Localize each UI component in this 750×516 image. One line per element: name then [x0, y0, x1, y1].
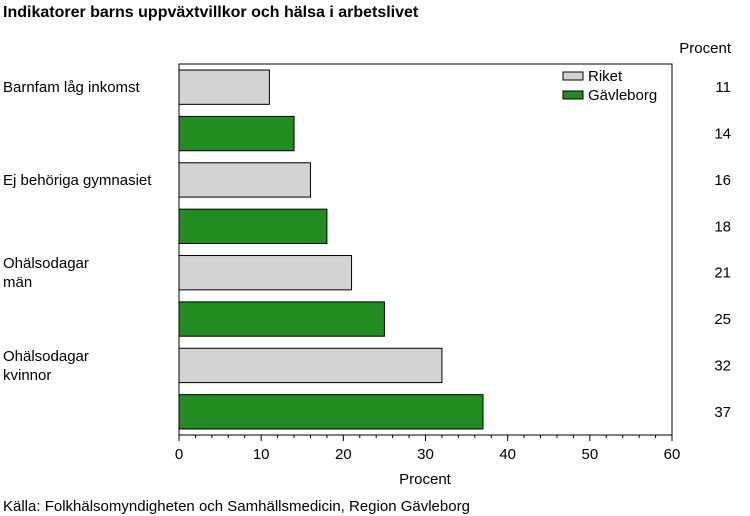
legend-swatch-gävleborg: [562, 90, 584, 100]
bars: [178, 69, 484, 430]
x-tick-label: 60: [664, 446, 681, 463]
source-note: Källa: Folkhälsomyndigheten och Samhälls…: [3, 498, 470, 515]
x-tick-label: 20: [335, 446, 352, 463]
value-label: 21: [714, 265, 731, 282]
value-label: 32: [714, 357, 731, 374]
value-label: 16: [714, 172, 731, 189]
x-tick-label: 30: [417, 446, 434, 463]
bar-riket-4: [178, 347, 443, 384]
legend: Riket Gävleborg: [562, 68, 657, 104]
value-label: 37: [714, 404, 731, 421]
value-label: 18: [714, 218, 731, 235]
x-tick-label: 50: [581, 446, 598, 463]
bar-riket-1: [178, 69, 270, 105]
category-label: Ohälsodagar kvinnor: [3, 348, 89, 384]
bar-riket-3: [178, 255, 353, 291]
x-axis: 0 10 20 30 40 50 60: [175, 435, 681, 463]
category-label: Ej behöriga gymnasiet: [3, 172, 152, 189]
value-label: 11: [715, 79, 731, 96]
bar-gävleborg-3: [178, 301, 385, 337]
bar-gävleborg-2: [178, 208, 328, 244]
category-label: Ohälsodagar män: [3, 255, 89, 291]
value-column-header: Procent: [679, 40, 732, 57]
x-tick-label: 40: [499, 446, 516, 463]
category-labels: Barnfam låg inkomst Ej behöriga gymnasiet…: [3, 79, 152, 384]
category-label: Barnfam låg inkomst: [3, 79, 141, 96]
x-tick-label: 0: [175, 446, 183, 463]
legend-label-riket: Riket: [588, 68, 623, 85]
legend-label-gävleborg: Gävleborg: [588, 87, 657, 104]
chart-title: Indikatorer barns uppväxtvillkor och häl…: [3, 4, 419, 21]
x-tick-label: 10: [253, 446, 270, 463]
value-label: 25: [714, 311, 731, 328]
bar-gävleborg-4: [178, 394, 484, 430]
bar-riket-2: [178, 162, 311, 198]
value-label: 14: [714, 126, 731, 143]
bar-gävleborg-1: [178, 115, 295, 152]
value-labels: 11 14 16 18 21 25 32 37: [714, 79, 731, 421]
legend-swatch-riket: [562, 71, 584, 81]
x-axis-label: Procent: [399, 471, 452, 488]
